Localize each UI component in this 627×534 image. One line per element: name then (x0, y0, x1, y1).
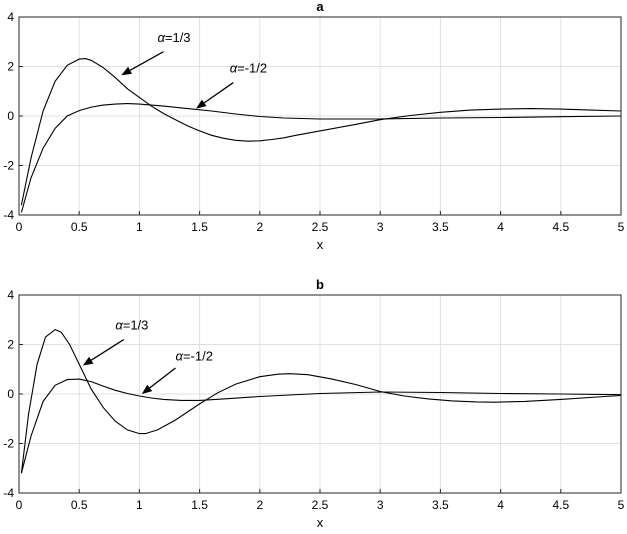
x-tick-label: 0.5 (71, 220, 88, 234)
x-tick-label: 2 (256, 498, 263, 512)
annotation-label-1: α=-1/2 (176, 349, 213, 364)
x-tick-label: 4 (497, 220, 504, 234)
y-tick-label: 2 (7, 60, 14, 74)
annotation-arrow-line-0 (90, 339, 125, 361)
x-tick-label: 0 (16, 498, 23, 512)
annotation-label-1: α=-1/2 (230, 61, 267, 76)
alpha-symbol: α (176, 349, 184, 364)
x-tick-label: 3.5 (432, 498, 449, 512)
alpha-symbol: α (157, 30, 165, 45)
annotation-arrow-head-1 (141, 384, 153, 394)
annotation-value: =-1/2 (183, 349, 213, 364)
x-tick-label: 2.5 (312, 498, 329, 512)
x-axis-label: x (317, 237, 324, 252)
series-line-1 (20, 103, 622, 213)
annotation-label-0: α=1/3 (115, 318, 148, 333)
x-tick-label: 1.5 (191, 498, 208, 512)
y-tick-label: -4 (3, 208, 14, 222)
y-tick-label: -4 (3, 486, 14, 500)
x-tick-label: 0.5 (71, 498, 88, 512)
x-tick-label: 3 (377, 220, 384, 234)
y-tick-label: 4 (7, 10, 14, 24)
annotation-value: =1/3 (123, 318, 149, 333)
y-tick-label: -2 (3, 437, 14, 451)
x-tick-label: 1 (136, 220, 143, 234)
x-axis-label: x (317, 515, 324, 530)
chart-title: b (316, 277, 324, 292)
x-tick-label: 4 (497, 498, 504, 512)
x-tick-label: 3 (377, 498, 384, 512)
annotation-arrow-line-0 (129, 51, 164, 71)
x-tick-label: 2 (256, 220, 263, 234)
chart-panel-b: 0 0.5 1 1.5 2 2.5 3 3.5 4 4.5 5-4-2024bxα=1/3α=-1/… (3, 277, 624, 530)
x-tick-label: 0 (16, 220, 23, 234)
annotation-value: =1/3 (165, 30, 191, 45)
series-line-0 (20, 328, 622, 474)
series-line-1 (20, 378, 622, 474)
y-tick-label: 0 (7, 387, 14, 401)
annotation-arrow-head-1 (196, 99, 207, 109)
chart-title: a (316, 0, 324, 14)
alpha-symbol: α (115, 318, 123, 333)
annotation-arrow-line-1 (203, 82, 234, 104)
chart-panel-a: 0 0.5 1 1.5 2 2.5 3 3.5 4 4.5 5-4-2024axα=1/3α=-1/… (3, 0, 624, 252)
y-tick-label: 0 (7, 109, 14, 123)
x-tick-label: 4.5 (552, 498, 569, 512)
annotation-arrow-line-1 (149, 367, 176, 389)
x-tick-label: 5 (618, 220, 625, 234)
y-tick-label: -2 (3, 159, 14, 173)
alpha-symbol: α (230, 61, 238, 76)
annotation-label-0: α=1/3 (157, 30, 190, 45)
annotation-arrow-head-0 (121, 66, 132, 76)
x-tick-label: 1 (136, 498, 143, 512)
x-tick-label: 1.5 (191, 220, 208, 234)
y-tick-label: 4 (7, 288, 14, 302)
x-tick-label: 5 (618, 498, 625, 512)
x-tick-label: 2.5 (312, 220, 329, 234)
x-tick-label: 4.5 (552, 220, 569, 234)
x-tick-label: 3.5 (432, 220, 449, 234)
annotation-arrow-head-0 (82, 356, 94, 366)
y-tick-label: 2 (7, 338, 14, 352)
series-line-0 (20, 58, 622, 206)
annotation-value: =-1/2 (237, 61, 267, 76)
